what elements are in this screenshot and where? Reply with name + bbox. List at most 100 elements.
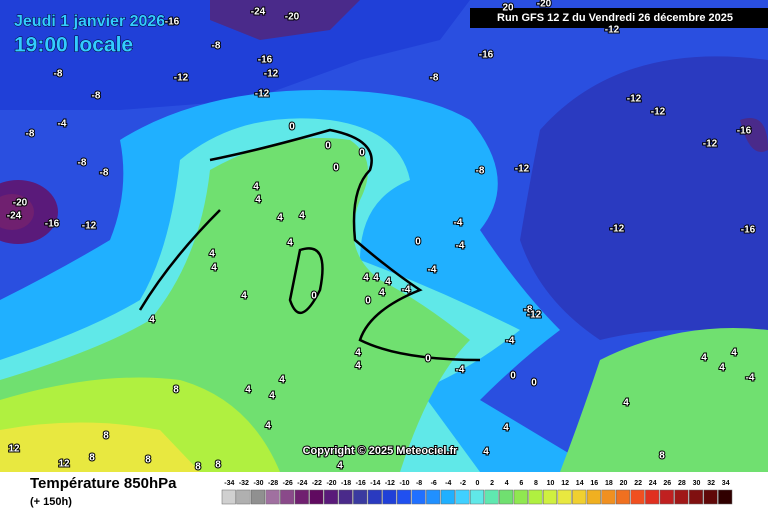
contour-label: 8 xyxy=(659,451,665,462)
run-box xyxy=(470,8,768,28)
contour-label: 4 xyxy=(241,291,247,302)
cold-continent xyxy=(520,56,768,340)
legend-swatch xyxy=(542,489,558,505)
contour-label: 8 xyxy=(89,453,95,464)
contour-label: -12 xyxy=(82,221,97,232)
legend-tick-label: -22 xyxy=(312,480,322,487)
contour-label: -12 xyxy=(703,139,718,150)
contour-label: -4 xyxy=(746,373,755,384)
legend-swatch xyxy=(703,489,718,505)
contour-label: 4 xyxy=(363,273,369,284)
contour-label: -12 xyxy=(174,73,189,84)
legend-swatch xyxy=(338,489,353,505)
legend-swatch xyxy=(382,489,397,505)
legend-swatch xyxy=(688,489,704,505)
legend-swatch xyxy=(645,489,660,505)
contour-label: 12 xyxy=(8,444,20,455)
legend-tick-label: -34 xyxy=(224,480,234,487)
contour-label: 4 xyxy=(719,363,725,374)
contour-label: -12 xyxy=(255,89,270,100)
contour-label: 4 xyxy=(265,421,271,432)
contour-label: 4 xyxy=(623,398,629,409)
legend-swatch xyxy=(323,489,339,505)
contour-label: 4 xyxy=(355,348,361,359)
legend-tick-label: 14 xyxy=(576,480,584,487)
time-label: 19:00 locale xyxy=(14,34,133,57)
contour-label: 4 xyxy=(503,423,509,434)
contour-label: -8 xyxy=(430,73,439,84)
legend-tick-label: -4 xyxy=(445,480,451,487)
contour-label: 0 xyxy=(289,122,295,133)
legend-tick-label: 20 xyxy=(620,480,628,487)
legend-tick-label: 10 xyxy=(547,480,555,487)
legend-swatch xyxy=(513,489,528,505)
contour-label: 0 xyxy=(311,291,317,302)
legend-tick-label: -30 xyxy=(253,480,263,487)
contour-label: 4 xyxy=(355,361,361,372)
map: Run GFS 12 Z du Vendredi 26 décembre 202… xyxy=(0,0,768,472)
contour-label: -24 xyxy=(7,211,22,222)
contour-label: 0 xyxy=(365,296,371,307)
contour-label: 4 xyxy=(299,211,305,222)
plus-twelve-zone xyxy=(0,422,200,472)
cold-core xyxy=(210,0,360,40)
legend-tick-label: 0 xyxy=(476,480,480,487)
contour-label: 4 xyxy=(373,273,379,284)
contour-label: -16 xyxy=(258,55,273,66)
legend-swatch xyxy=(221,489,236,505)
legend-tick-label: -24 xyxy=(297,480,307,487)
contour-label: -4 xyxy=(58,119,67,130)
legend-swatch xyxy=(601,489,616,505)
contour-label: 4 xyxy=(731,348,737,359)
legend-tick-label: 18 xyxy=(605,480,613,487)
legend-tick-label: -10 xyxy=(399,480,409,487)
legend-swatch xyxy=(572,489,587,505)
contour-label: -8 xyxy=(92,91,101,102)
legend-swatch xyxy=(718,489,733,505)
contour-label: 0 xyxy=(325,141,331,152)
legend-tick-label: 26 xyxy=(663,480,671,487)
legend-tick-label: 34 xyxy=(722,480,730,487)
contour-label: -8 xyxy=(100,168,109,179)
legend-swatch xyxy=(469,489,485,505)
contour-label: 4 xyxy=(379,288,385,299)
contour-label: -4 xyxy=(506,336,515,347)
legend-swatch xyxy=(280,489,295,505)
mild-east xyxy=(560,328,768,472)
contour-label: -20 xyxy=(285,12,300,23)
contour-label: 4 xyxy=(385,277,391,288)
copyright: Copyright © 2025 Meteociel.fr xyxy=(303,445,459,457)
contour-label: 0 xyxy=(531,378,537,389)
contour-label: 4 xyxy=(279,375,285,386)
contour-labels: -16-24 -20-8-16-12-8 -12 -8-16-12-8-4-80000… xyxy=(6,0,757,472)
contour-label: 8 xyxy=(173,385,179,396)
contour-label: 0 xyxy=(510,371,516,382)
contour-label: 4 xyxy=(287,238,293,249)
contour-label: -20 xyxy=(537,0,552,10)
legend-swatch xyxy=(528,489,543,505)
legend-tick-label: -26 xyxy=(283,480,293,487)
legend-swatch xyxy=(630,489,645,505)
cold-region xyxy=(0,0,470,110)
contour-label: 20 xyxy=(502,3,514,14)
legend-tick-label: 24 xyxy=(649,480,657,487)
legend-swatch xyxy=(250,489,266,505)
zero-isotherm xyxy=(138,128,481,362)
cold-core xyxy=(740,118,768,152)
contour-label: -8 xyxy=(212,41,221,52)
contour-label: -12 xyxy=(610,224,625,235)
contour-label: 4 xyxy=(211,263,217,274)
contour-label: 4 xyxy=(149,315,155,326)
legend-tick-label: 30 xyxy=(693,480,701,487)
legend-tick-label: -12 xyxy=(385,480,395,487)
contour-label: 4 xyxy=(277,213,283,224)
contour-label: -16 xyxy=(45,219,60,230)
contour-label: -4 xyxy=(428,265,437,276)
contour-label: -16 xyxy=(737,126,752,137)
contour-label: -4 xyxy=(456,365,465,376)
contour-label: -16 xyxy=(479,50,494,61)
legend-swatch xyxy=(265,489,280,505)
run-label: Run GFS 12 Z du Vendredi 26 décembre 202… xyxy=(497,12,733,24)
contour-label: 0 xyxy=(425,354,431,365)
legend-swatch xyxy=(309,489,324,505)
